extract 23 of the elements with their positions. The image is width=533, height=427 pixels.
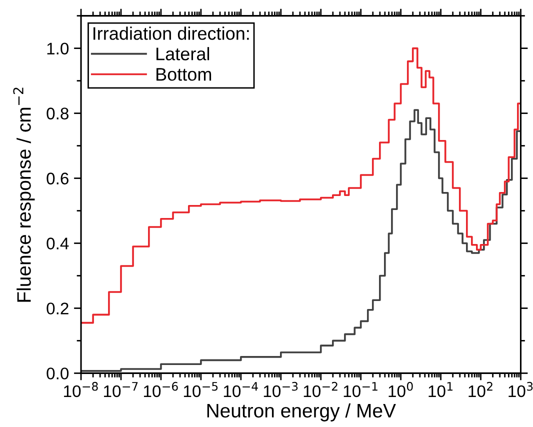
x-tick-label: 10$^{−2}$ [304, 382, 338, 398]
x-tick-label: 10$^{0}$ [388, 382, 413, 398]
y-tick-label: 0.0 [46, 368, 69, 380]
x-tick-label: 10$^{−6}$ [144, 382, 178, 398]
x-tick-label: 10$^{−8}$ [64, 382, 98, 398]
x-tick-label: 10$^{−5}$ [184, 382, 218, 398]
legend-label: Bottom [156, 68, 212, 81]
x-tick-label: 10$^{2}$ [468, 382, 492, 398]
legend-title: Irradiation direction: [94, 26, 249, 40]
x-tick-label: 10$^{−1}$ [344, 382, 378, 398]
y-tick-label: 1.0 [47, 42, 69, 54]
x-tick-label: 10$^{3}$ [508, 382, 533, 398]
x-tick-label: 10$^{−4}$ [224, 382, 258, 398]
y-axis-title: Fluence response / cm$^{−2}$ [13, 88, 35, 302]
x-tick-label: 10$^{−7}$ [104, 382, 138, 398]
y-tick-label: 0.8 [46, 108, 68, 120]
x-tick-label: 10$^{−3}$ [264, 382, 298, 398]
y-tick-label: 0.4 [46, 238, 69, 250]
x-tick-label: 10$^{1}$ [428, 382, 452, 398]
y-tick-label: 0.6 [46, 172, 68, 184]
x-axis-title: Neutron energy / MeV [207, 403, 396, 422]
y-tick-label: 0.2 [46, 302, 68, 314]
legend-label: Lateral [156, 47, 210, 60]
